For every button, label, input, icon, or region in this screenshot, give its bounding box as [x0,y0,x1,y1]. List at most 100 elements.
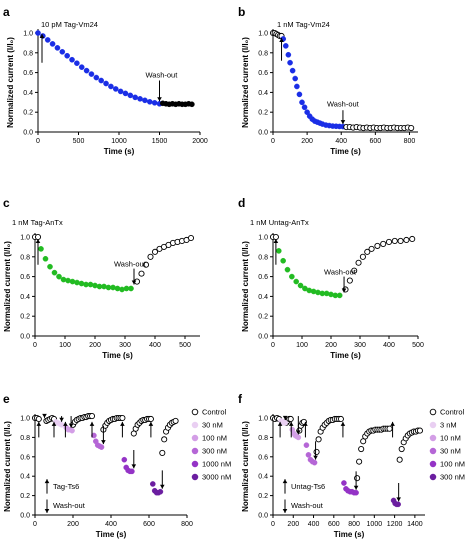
data-point-b-s1 [294,83,300,90]
washout-arrow-f [313,441,318,460]
panel-letter-f: f [238,392,243,406]
washout-arrow-f [282,415,288,420]
x-axis-title-c: Time (s) [102,351,133,360]
data-point-b-s1 [289,67,296,74]
data-point-a-s0 [83,67,90,74]
y-tick-label-c: 0.4 [20,294,30,301]
stim-arrow-e-head [148,421,154,426]
data-point-d-s2 [380,240,387,247]
washout-arrow-b-head [340,120,346,125]
x-tick-label-c: 400 [149,342,161,349]
data-point-f-s3 [303,442,310,448]
stim-arrow-a-head [39,34,45,38]
stim-arrow-b-head [279,37,284,42]
y-axis-title-f: Normalized current (I/I₀) [241,421,250,512]
stim-arrow-f-head [288,421,294,426]
y-tick-label-d: 0.6 [258,274,268,281]
y-tick-label-b: 0.2 [258,110,268,117]
washout-label-b: Wash-out [327,99,360,108]
key-washout-arrow-e-head [44,509,50,514]
y-tick-label-c: 0.6 [20,274,30,281]
data-point-c-s1 [114,285,121,292]
data-point-d-s2 [385,238,393,245]
data-point-d-s2 [364,248,371,255]
data-point-a-s0 [88,71,95,77]
stim-arrow-c-head [35,238,41,243]
y-tick-label-d: 0.2 [258,314,268,321]
stim-arrow-e [63,421,68,438]
stim-arrow-e [120,421,125,438]
stim-arrow-e-head [120,421,125,426]
washout-arrow-f [353,471,359,490]
stim-arrow-f-head [303,421,308,426]
legend-label-f: 100 nM [440,460,465,469]
panel-letter-d: d [238,196,245,210]
data-point-e-s4 [121,456,128,463]
x-tick-label-f: 200 [287,521,299,528]
data-point-b-s1 [299,99,305,106]
data-point-c-s2 [142,261,150,268]
panel-e: e 0.0 0.2 0.4 0.6 0.8 1.0 0 200 400 600 800 Time (s)… [3,392,231,539]
data-point-a-s0 [93,74,100,81]
legend-marker-e [191,473,199,481]
washout-arrow-f-head [296,430,301,435]
x-tick-label-c: 100 [59,342,71,349]
data-point-b-s1 [301,104,308,111]
data-point-d-s2 [374,242,381,249]
data-point-a-s0 [108,83,114,90]
stim-arrow-f [277,421,283,438]
x-axis-title-b: Time (s) [330,147,361,156]
x-tick-label-f: 1000 [367,521,383,528]
data-point-c-s1 [56,273,62,280]
x-tick-label-f: 0 [271,521,275,528]
washout-arrow-e [131,450,137,469]
data-point-d-s2 [346,277,353,284]
x-axis-title-e: Time (s) [96,530,127,539]
key-stim-arrow-f-head [282,479,288,484]
annotation-wash-f: Wash-out [291,501,324,510]
data-point-c-s2 [151,248,159,255]
key-stim-arrow-e [44,479,50,494]
stim-arrow-e-head [36,421,42,426]
data-point-d-s2 [403,236,410,244]
stim-arrow-a [39,34,45,63]
y-axis-title-e: Normalized current (I/I₀) [3,421,12,512]
stim-arrow-f [340,421,346,438]
data-point-a-s0 [127,92,134,99]
legend-marker-e [191,460,199,468]
data-point-f-s3 [305,452,312,458]
y-tick-label-a: 0.0 [23,130,33,137]
washout-arrow-d [341,276,347,293]
x-tick-label-f: 600 [328,521,340,528]
data-point-c-s1 [42,255,49,262]
data-point-f-s0 [386,425,393,432]
y-tick-label-e: 0.6 [20,454,30,461]
data-point-f-s3 [311,459,318,466]
y-tick-label-b: 1.0 [258,31,268,38]
stim-arrow-b [279,37,284,61]
y-tick-label-b: 0.4 [258,90,268,97]
y-tick-label-d: 0.8 [258,254,268,261]
washout-arrow-c-head [131,280,137,285]
washout-arrow-e-head [160,484,165,489]
stim-arrow-f [390,421,395,438]
washout-label-a: Wash-out [146,71,179,80]
legend-marker-f [429,447,437,455]
data-point-d-s1 [293,278,300,285]
data-point-c-s1 [119,286,125,293]
x-tick-label-a: 500 [73,138,85,145]
data-point-c-s1 [92,282,98,289]
annotation-wash-e: Wash-out [53,501,86,510]
x-tick-label-d: 200 [325,342,337,349]
data-point-e-s0 [119,414,126,422]
stim-arrow-e [89,421,95,438]
data-point-c-s1 [38,246,44,252]
washout-arrow-f-head [313,455,318,460]
data-point-d-s0 [272,233,279,241]
y-tick-label-c: 0.0 [20,334,30,341]
data-point-d-s2 [355,259,362,266]
data-point-b-s1 [285,51,292,58]
data-point-f-s0 [287,415,294,423]
washout-arrow-c [131,268,137,285]
x-tick-label-d: 0 [271,342,275,349]
